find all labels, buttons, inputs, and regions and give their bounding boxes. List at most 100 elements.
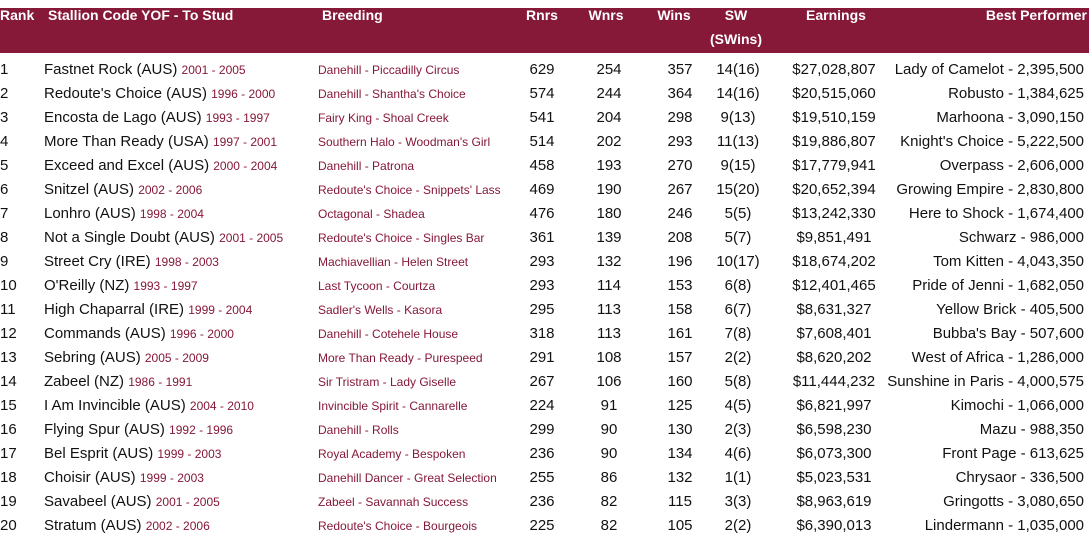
rnrs-cell: 318	[529, 325, 555, 342]
header-rnrs: Rnrs	[526, 7, 558, 23]
wnrs-cell: 86	[600, 469, 618, 486]
header-earnings: Earnings	[806, 7, 866, 23]
sw-cell: 9(15)	[720, 157, 756, 174]
sw-cell: 14(16)	[716, 85, 760, 102]
breeding-cell: Machiavellian - Helen Street	[318, 255, 469, 269]
table-row: 16 Flying Spur (AUS) 1992 - 1996 Danehill …	[0, 418, 1089, 442]
table-row: 4 More Than Ready (USA) 1997 - 2001 Southe…	[0, 130, 1089, 154]
sw-cell: 4(6)	[724, 445, 752, 462]
rnrs-cell: 469	[529, 181, 555, 198]
header-wins: Wins	[657, 7, 691, 23]
breeding-cell: Danehill - Piccadilly Circus	[318, 63, 460, 77]
rank-cell: 19	[0, 493, 17, 510]
table-row: 1 Fastnet Rock (AUS) 2001 - 2005 Danehill …	[0, 58, 1089, 82]
wins-cell: 161	[667, 325, 693, 342]
rnrs-cell: 293	[529, 277, 555, 294]
wnrs-cell: 244	[596, 85, 622, 102]
rnrs-cell: 299	[529, 421, 555, 438]
sw-cell: 7(8)	[724, 325, 752, 342]
wins-cell: 246	[667, 205, 693, 222]
rank-cell: 5	[0, 157, 9, 174]
stallion-cell: Fastnet Rock (AUS) 2001 - 2005	[44, 58, 246, 82]
breeding-cell: Redoute's Choice - Snippets' Lass	[318, 183, 501, 197]
earnings-cell: $11,444,232	[792, 373, 876, 390]
sw-cell: 4(5)	[724, 397, 752, 414]
stallion-cell: More Than Ready (USA) 1997 - 2001	[44, 130, 277, 154]
breeding-cell: Last Tycoon - Courtza	[318, 279, 436, 293]
table-row: 8 Not a Single Doubt (AUS) 2001 - 2005 Red…	[0, 226, 1089, 250]
rank-cell: 14	[0, 373, 17, 390]
rank-cell: 17	[0, 445, 17, 462]
table-row: 14 Zabeel (NZ) 1986 - 1991 Sir Tristram - …	[0, 370, 1089, 394]
rnrs-cell: 236	[529, 493, 555, 510]
best-performer-cell: Kimochi - 1,066,000	[950, 397, 1084, 414]
best-performer-cell: Lindermann - 1,035,000	[924, 517, 1084, 534]
table-row: 7 Lonhro (AUS) 1998 - 2004 Octagonal - Sha…	[0, 202, 1089, 226]
rnrs-cell: 541	[529, 109, 555, 126]
stallion-cell: Flying Spur (AUS) 1992 - 1996	[44, 418, 233, 442]
earnings-cell: $12,401,465	[792, 277, 876, 294]
breeding-cell: Octagonal - Shadea	[318, 207, 425, 221]
stud-years: 1998 - 2003	[154, 255, 219, 269]
rnrs-cell: 458	[529, 157, 555, 174]
sw-cell: 10(17)	[716, 253, 760, 270]
table-row: 20 Stratum (AUS) 2002 - 2006 Redoute's Cho…	[0, 514, 1089, 538]
stallion-name-text: Redoute's Choice (AUS)	[44, 85, 207, 102]
table-row: 15 I Am Invincible (AUS) 2004 - 2010 Invin…	[0, 394, 1089, 418]
header-sw: SW	[724, 7, 748, 23]
stud-years: 2000 - 2004	[213, 159, 278, 173]
rnrs-cell: 574	[529, 85, 555, 102]
sw-cell: 5(7)	[724, 229, 752, 246]
stud-years: 2004 - 2010	[189, 399, 254, 413]
stallion-name-text: Not a Single Doubt (AUS)	[44, 229, 215, 246]
table-row: 3 Encosta de Lago (AUS) 1993 - 1997 Fairy …	[0, 106, 1089, 130]
rank-cell: 8	[0, 229, 9, 246]
best-performer-cell: Growing Empire - 2,830,800	[896, 181, 1084, 198]
stud-years: 1999 - 2003	[157, 447, 222, 461]
wnrs-cell: 139	[596, 229, 622, 246]
wins-cell: 208	[667, 229, 693, 246]
stallion-cell: Exceed and Excel (AUS) 2000 - 2004	[44, 154, 277, 178]
stud-years: 2002 - 2006	[145, 519, 210, 533]
stallion-name-text: Exceed and Excel (AUS)	[44, 157, 210, 174]
stallion-name-text: Stratum (AUS)	[44, 517, 142, 534]
earnings-cell: $20,515,060	[792, 85, 876, 102]
breeding-cell: Royal Academy - Bespoken	[318, 447, 466, 461]
rank-cell: 18	[0, 469, 17, 486]
sw-cell: 5(5)	[724, 205, 752, 222]
stallion-name-text: Encosta de Lago (AUS)	[44, 109, 202, 126]
stallion-name-text: Savabeel (AUS)	[44, 493, 152, 510]
wnrs-cell: 132	[596, 253, 622, 270]
stallion-cell: Not a Single Doubt (AUS) 2001 - 2005	[44, 226, 283, 250]
rank-cell: 4	[0, 133, 9, 150]
stud-years: 2001 - 2005	[181, 63, 246, 77]
stallion-cell: Street Cry (IRE) 1998 - 2003	[44, 250, 219, 274]
stallion-cell: Savabeel (AUS) 2001 - 2005	[44, 490, 220, 514]
stud-years: 1992 - 1996	[169, 423, 234, 437]
wnrs-cell: 180	[596, 205, 622, 222]
rnrs-cell: 236	[529, 445, 555, 462]
sw-cell: 9(13)	[720, 109, 756, 126]
breeding-cell: Sir Tristram - Lady Giselle	[318, 375, 457, 389]
earnings-cell: $20,652,394	[792, 181, 876, 198]
earnings-cell: $19,510,159	[792, 109, 876, 126]
wnrs-cell: 91	[600, 397, 618, 414]
rank-cell: 9	[0, 253, 9, 270]
wins-cell: 196	[667, 253, 693, 270]
wins-cell: 157	[667, 349, 693, 366]
table-row: 17 Bel Esprit (AUS) 1999 - 2003 Royal Acad…	[0, 442, 1089, 466]
stud-years: 1996 - 2000	[211, 87, 276, 101]
sw-cell: 6(7)	[724, 301, 752, 318]
best-performer-cell: Bubba's Bay - 507,600	[932, 325, 1084, 342]
breeding-cell: Southern Halo - Woodman's Girl	[318, 135, 491, 149]
header-rank: Rank	[0, 7, 35, 23]
stud-years: 1993 - 1997	[133, 279, 198, 293]
breeding-cell: Fairy King - Shoal Creek	[318, 111, 449, 125]
best-performer-cell: Robusto - 1,384,625	[948, 85, 1084, 102]
rank-cell: 15	[0, 397, 17, 414]
breeding-cell: Invincible Spirit - Cannarelle	[318, 399, 468, 413]
stallion-cell: Sebring (AUS) 2005 - 2009	[44, 346, 209, 370]
table-header: Rank Stallion Code YOF - To Stud Breedin…	[0, 8, 1089, 53]
wnrs-cell: 202	[596, 133, 622, 150]
stallion-name-text: More Than Ready (USA)	[44, 133, 209, 150]
